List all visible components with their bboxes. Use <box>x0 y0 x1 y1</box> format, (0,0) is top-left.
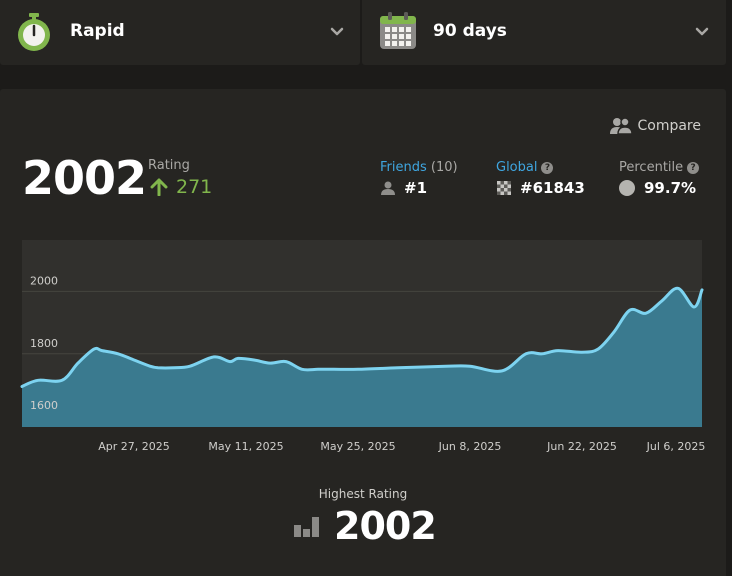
compare-label: Compare <box>637 118 701 134</box>
arrow-up-icon <box>150 178 168 196</box>
global-link[interactable]: Global <box>496 160 538 175</box>
chevron-down-icon <box>330 27 344 36</box>
top-bar: Rapid 90 days <box>0 0 726 65</box>
users-icon <box>610 117 633 135</box>
rating-history-chart[interactable]: 1600 1800 2000 Apr 27, 2025 May 11, 2025 May… <box>0 89 726 459</box>
friends-count: (10) <box>430 160 458 175</box>
chart-y-tick-label: 1800 <box>30 337 58 350</box>
checkered-flag-icon <box>497 181 511 195</box>
game-type-label: Rapid <box>70 21 125 41</box>
percentile-header: Percentile? <box>619 160 700 175</box>
highest-rating: 2002 <box>294 504 437 548</box>
chart-x-tick-label: May 25, 2025 <box>320 440 395 453</box>
global-rank-value: #61843 <box>520 179 585 197</box>
stopwatch-icon <box>18 13 50 51</box>
help-icon[interactable]: ? <box>687 162 700 174</box>
global-header: Global? <box>496 160 554 175</box>
chevron-down-icon <box>695 27 709 36</box>
chart-x-tick-label: Apr 27, 2025 <box>98 440 170 453</box>
friends-rank: #1 <box>381 179 427 197</box>
help-icon[interactable]: ? <box>541 162 554 174</box>
friends-header: Friends (10) <box>380 160 458 175</box>
game-type-dropdown[interactable]: Rapid <box>0 0 360 65</box>
percentile: 99.7% <box>619 179 696 197</box>
current-rating: 2002 <box>22 151 147 205</box>
percentile-label: Percentile <box>619 160 684 175</box>
rating-change-value: 271 <box>176 176 213 198</box>
bar-chart-icon <box>294 517 319 537</box>
friends-link[interactable]: Friends <box>380 160 427 175</box>
highest-rating-value: 2002 <box>334 504 437 548</box>
chart-y-tick-label: 1600 <box>30 399 58 412</box>
chart-x-tick-label: May 11, 2025 <box>208 440 283 453</box>
chart-x-tick-label: Jun 22, 2025 <box>546 440 617 453</box>
period-dropdown[interactable]: 90 days <box>362 0 726 65</box>
chart-x-tick-label: Jun 8, 2025 <box>438 440 502 453</box>
rating-label: Rating <box>148 158 190 173</box>
calendar-icon <box>380 12 416 49</box>
global-rank: #61843 <box>497 179 585 197</box>
chart-series-line <box>20 286 704 388</box>
chart-area-fill <box>22 288 702 427</box>
chart-x-tick-label: Jul 6, 2025 <box>646 440 706 453</box>
percentile-value: 99.7% <box>644 179 697 197</box>
compare-button[interactable]: Compare <box>610 116 701 136</box>
stats-card: Compare 2002 Rating 271 Friends (10) #1 … <box>0 89 726 576</box>
highest-rating-label: Highest Rating <box>318 487 408 501</box>
chart-y-tick-label: 2000 <box>30 274 58 287</box>
friends-rank-value: #1 <box>404 179 428 197</box>
period-label: 90 days <box>433 21 507 41</box>
rating-change: 271 <box>150 176 212 198</box>
circle-icon <box>619 180 635 196</box>
user-icon <box>381 181 395 195</box>
